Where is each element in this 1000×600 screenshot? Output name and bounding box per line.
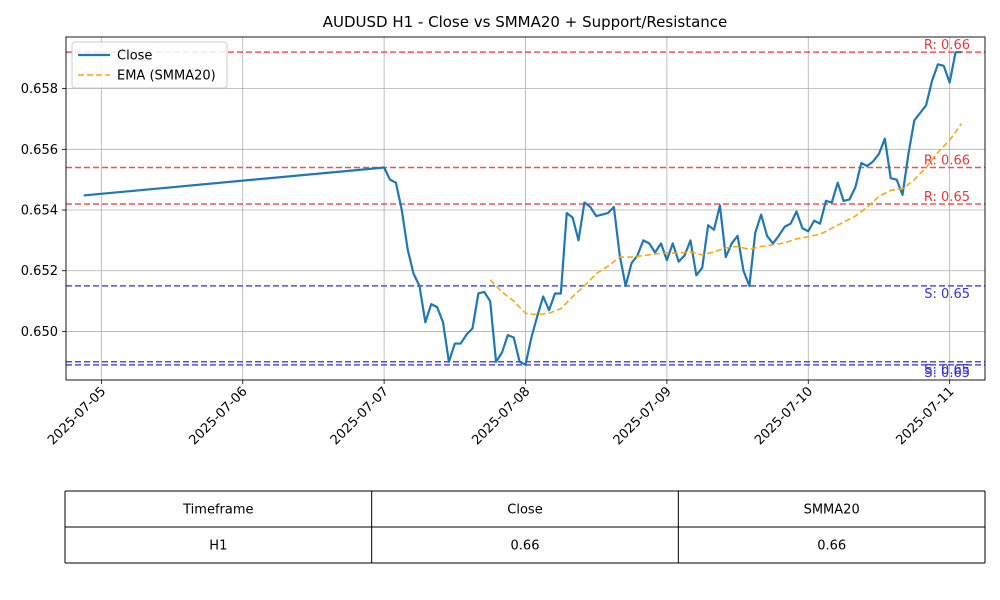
series-line-smma20 [489, 123, 963, 316]
resistance-level-label: R: 0.66 [924, 154, 970, 169]
table-header-cell: Timeframe [182, 503, 253, 518]
table-header-cell: Close [507, 503, 542, 518]
legend-label: EMA (SMMA20) [117, 69, 216, 84]
legend-box [71, 41, 228, 89]
x-tick-label: 2025-07-10 [752, 384, 816, 448]
chart-title: AUDUSD H1 - Close vs SMMA20 + Support/Re… [323, 13, 728, 31]
x-axis-ticks: 2025-07-05 2025-07-06 2025-07-07 2025-07-08… [45, 380, 957, 448]
series-lines [83, 51, 963, 366]
x-tick-label: 2025-07-11 [893, 384, 957, 448]
resistance-level-label: R: 0.65 [924, 190, 970, 205]
support-level-label: S: 0.65 [924, 363, 970, 378]
y-tick-label: 0.658 [21, 82, 58, 97]
legend-label: Close [117, 49, 152, 64]
y-tick-label: 0.650 [21, 325, 58, 340]
x-tick-label: 2025-07-09 [611, 384, 675, 448]
y-tick-label: 0.652 [21, 264, 58, 279]
table-cell: 0.66 [511, 539, 540, 554]
x-tick-label: 2025-07-07 [328, 384, 392, 448]
x-tick-label: 2025-07-06 [187, 384, 251, 448]
series-line-close [83, 51, 962, 366]
x-tick-label: 2025-07-05 [45, 384, 109, 448]
x-tick-label: 2025-07-08 [469, 384, 533, 448]
legend: Close EMA (SMMA20) [71, 41, 228, 89]
y-tick-label: 0.654 [21, 204, 58, 219]
support-level-label: S: 0.65 [924, 366, 970, 381]
table-cell: 0.66 [817, 539, 846, 554]
grid [66, 37, 985, 380]
table-cell: H1 [209, 539, 227, 554]
summary-table: Timeframe Close SMMA20 H1 0.66 0.66 [64, 490, 986, 564]
support-level-label: S: 0.65 [924, 287, 970, 302]
resistance-level-label: R: 0.66 [924, 38, 970, 53]
table-header-cell: SMMA20 [804, 503, 860, 518]
y-tick-label: 0.656 [21, 143, 58, 158]
y-axis-ticks: 0.650 0.652 0.654 0.656 0.658 [21, 82, 66, 340]
level-labels: R: 0.66R: 0.66R: 0.65S: 0.65S: 0.65S: 0.… [924, 38, 970, 381]
